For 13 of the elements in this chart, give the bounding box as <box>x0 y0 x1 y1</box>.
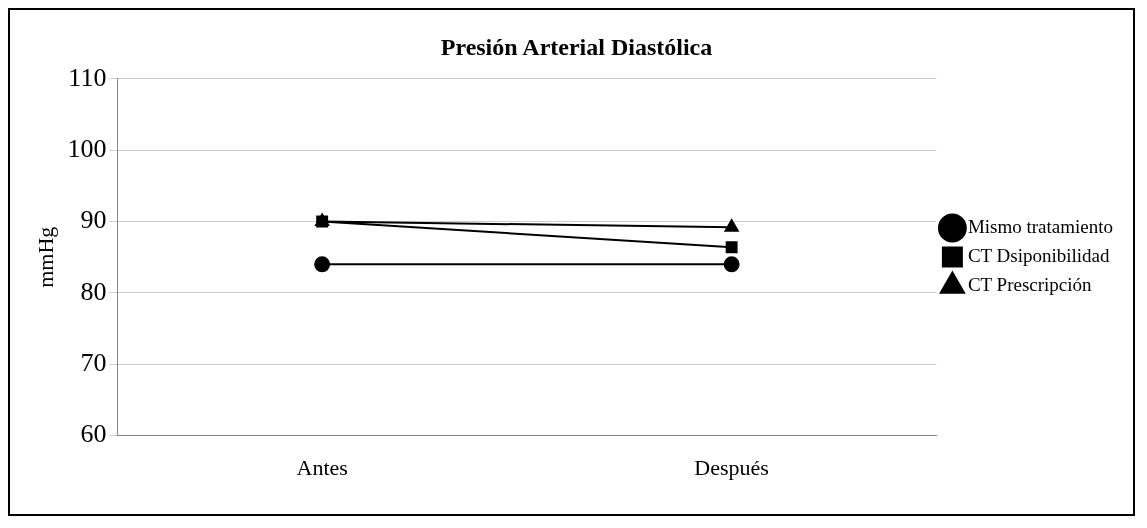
legend-label: CT Prescripción <box>967 273 1093 295</box>
x-tick-label: Después <box>694 454 769 480</box>
y-tick-label: 110 <box>68 62 107 92</box>
legend-label: CT Dsiponibilidad <box>967 244 1111 266</box>
y-tick-label: 80 <box>80 276 107 306</box>
y-tick-label: 100 <box>67 133 107 163</box>
y-tick-label: 70 <box>80 348 107 378</box>
chart-title: Presión Arterial Diastólica <box>440 33 713 60</box>
x-tick-label: Antes <box>296 454 348 480</box>
y-tick-label: 90 <box>80 205 107 235</box>
y-tick-label: 60 <box>80 419 107 449</box>
legend-label: Mismo tratamiento <box>967 215 1114 237</box>
y-axis-title: mmHg <box>32 226 58 288</box>
